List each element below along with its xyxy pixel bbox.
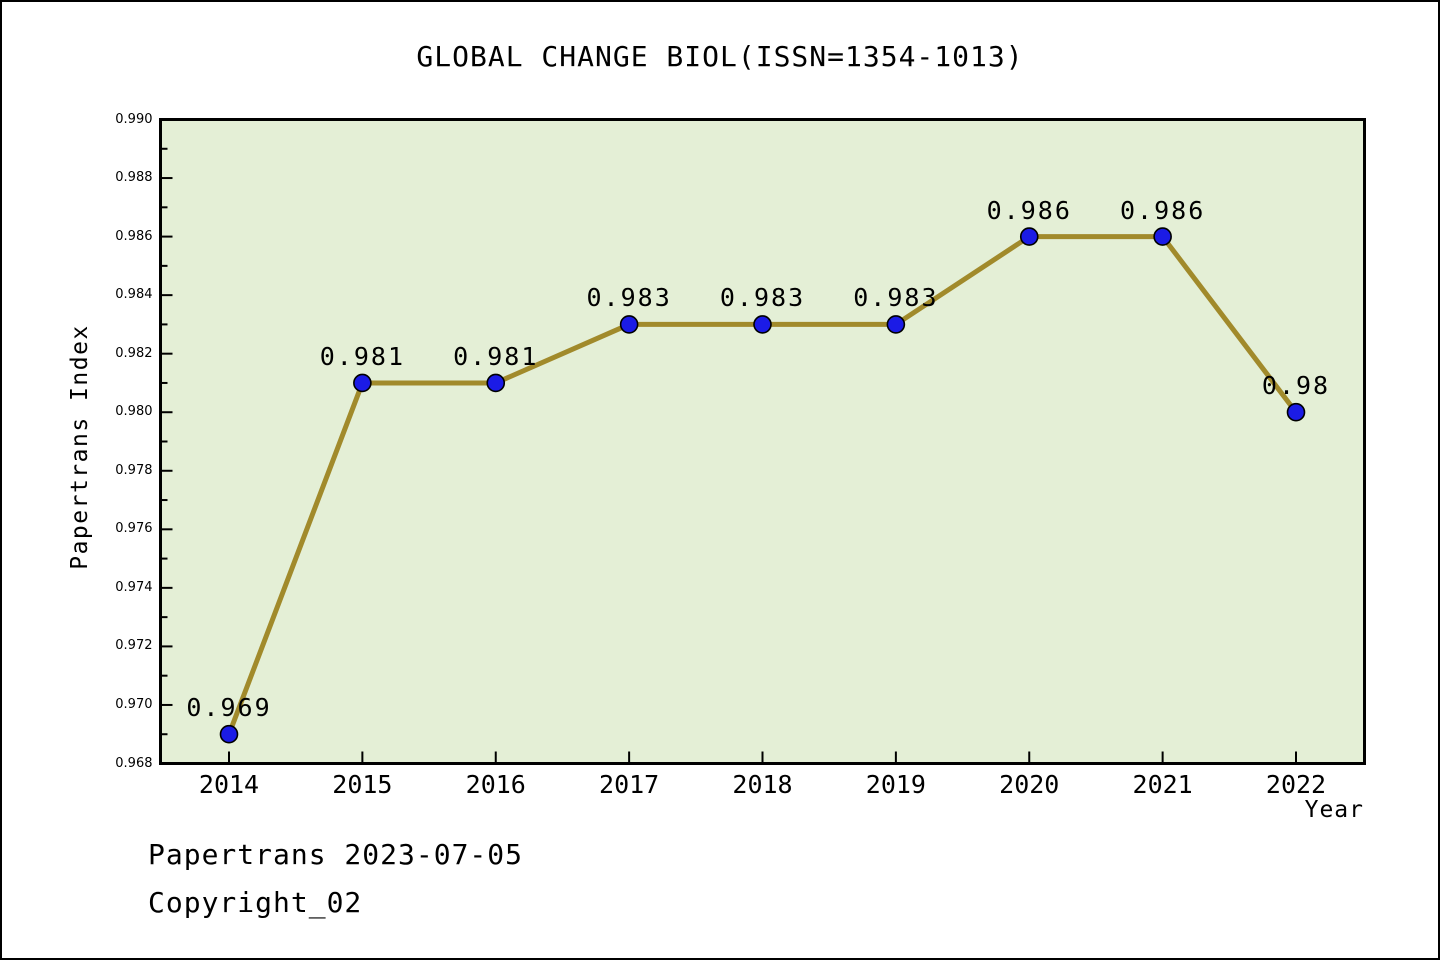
plot-background [160,119,1365,764]
data-point-marker [1286,402,1306,422]
data-point-marker [486,373,506,393]
x-tick-label: 2021 [1132,769,1193,799]
footer-source-date: Papertrans 2023-07-05 [148,838,524,871]
data-point-label: 0.983 [586,283,672,313]
x-tick-label: 2015 [332,769,393,799]
x-tick-label: 2017 [599,769,660,799]
data-point-label: 0.981 [319,341,405,371]
data-point-label: 0.981 [453,341,539,371]
data-point-label: 0.98 [1261,371,1331,401]
data-point-marker [353,373,372,393]
y-tick-label: 0.976 [115,521,153,537]
x-tick-label: 2019 [865,769,926,799]
y-tick-label: 0.974 [115,579,153,595]
y-tick-label: 0.986 [115,228,153,244]
data-point-marker [1019,227,1039,246]
y-tick-label: 0.968 [115,755,153,771]
data-point-label: 0.983 [853,283,939,313]
y-tick-label: 0.982 [115,345,153,361]
x-tick-label: 2020 [999,769,1060,799]
x-tick-label: 2018 [732,769,793,799]
x-axis-title: Year [1304,797,1364,823]
y-tick-label: 0.970 [115,696,153,712]
data-point-label: 0.986 [986,195,1072,225]
data-point-label: 0.969 [186,693,272,723]
data-point-label: 0.986 [1119,195,1206,225]
data-point-label: 0.983 [719,283,806,313]
y-tick-label: 0.980 [115,404,153,420]
footer-copyright: Copyright_02 [148,886,363,919]
y-tick-label: 0.978 [115,462,153,478]
y-tick-label: 0.990 [115,111,153,127]
plot-frame [159,118,1366,765]
data-point-marker [886,315,906,334]
chart-title: GLOBAL CHANGE BIOL(ISSN=1354-1013) [416,40,1024,73]
y-tick-label: 0.988 [115,170,153,186]
data-point-marker [219,724,239,744]
data-point-marker [753,315,772,334]
x-tick-label: 2016 [465,769,526,799]
y-tick-label: 0.972 [115,638,153,654]
x-tick-label: 2014 [198,769,260,799]
x-tick-label: 2022 [1265,769,1327,799]
data-point-marker [619,315,639,334]
y-tick-label: 0.984 [115,287,153,303]
data-point-marker [1153,227,1172,246]
